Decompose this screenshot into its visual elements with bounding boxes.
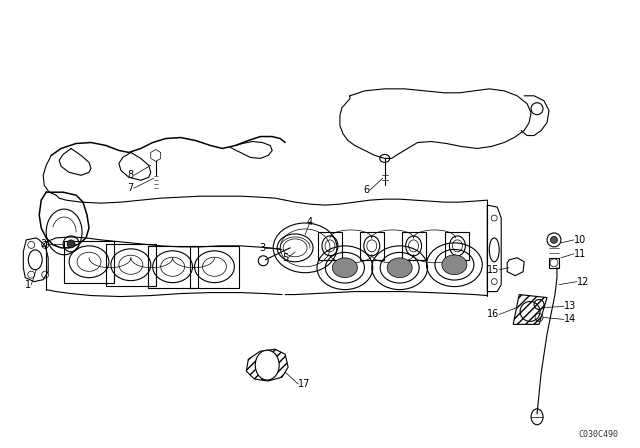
Text: 10: 10 [574,235,586,245]
Text: 4: 4 [307,217,313,227]
Text: 17: 17 [298,379,310,389]
Text: 6: 6 [364,185,370,195]
Text: 8: 8 [128,170,134,180]
Ellipse shape [387,258,412,278]
Polygon shape [151,150,161,161]
Text: 2: 2 [40,239,46,249]
Text: 5: 5 [282,253,288,263]
Text: 12: 12 [577,277,589,287]
Text: 16: 16 [487,310,499,319]
Ellipse shape [442,255,467,275]
Text: 14: 14 [564,314,576,324]
Text: 3: 3 [259,243,265,253]
Text: C030C490: C030C490 [579,430,619,439]
Ellipse shape [67,240,75,248]
Text: 1: 1 [25,280,31,289]
Ellipse shape [550,237,557,243]
Ellipse shape [332,258,357,278]
Text: 7: 7 [127,183,134,193]
Text: 13: 13 [564,302,576,311]
Ellipse shape [255,350,279,380]
Text: 15: 15 [487,265,499,275]
Text: 11: 11 [574,249,586,259]
